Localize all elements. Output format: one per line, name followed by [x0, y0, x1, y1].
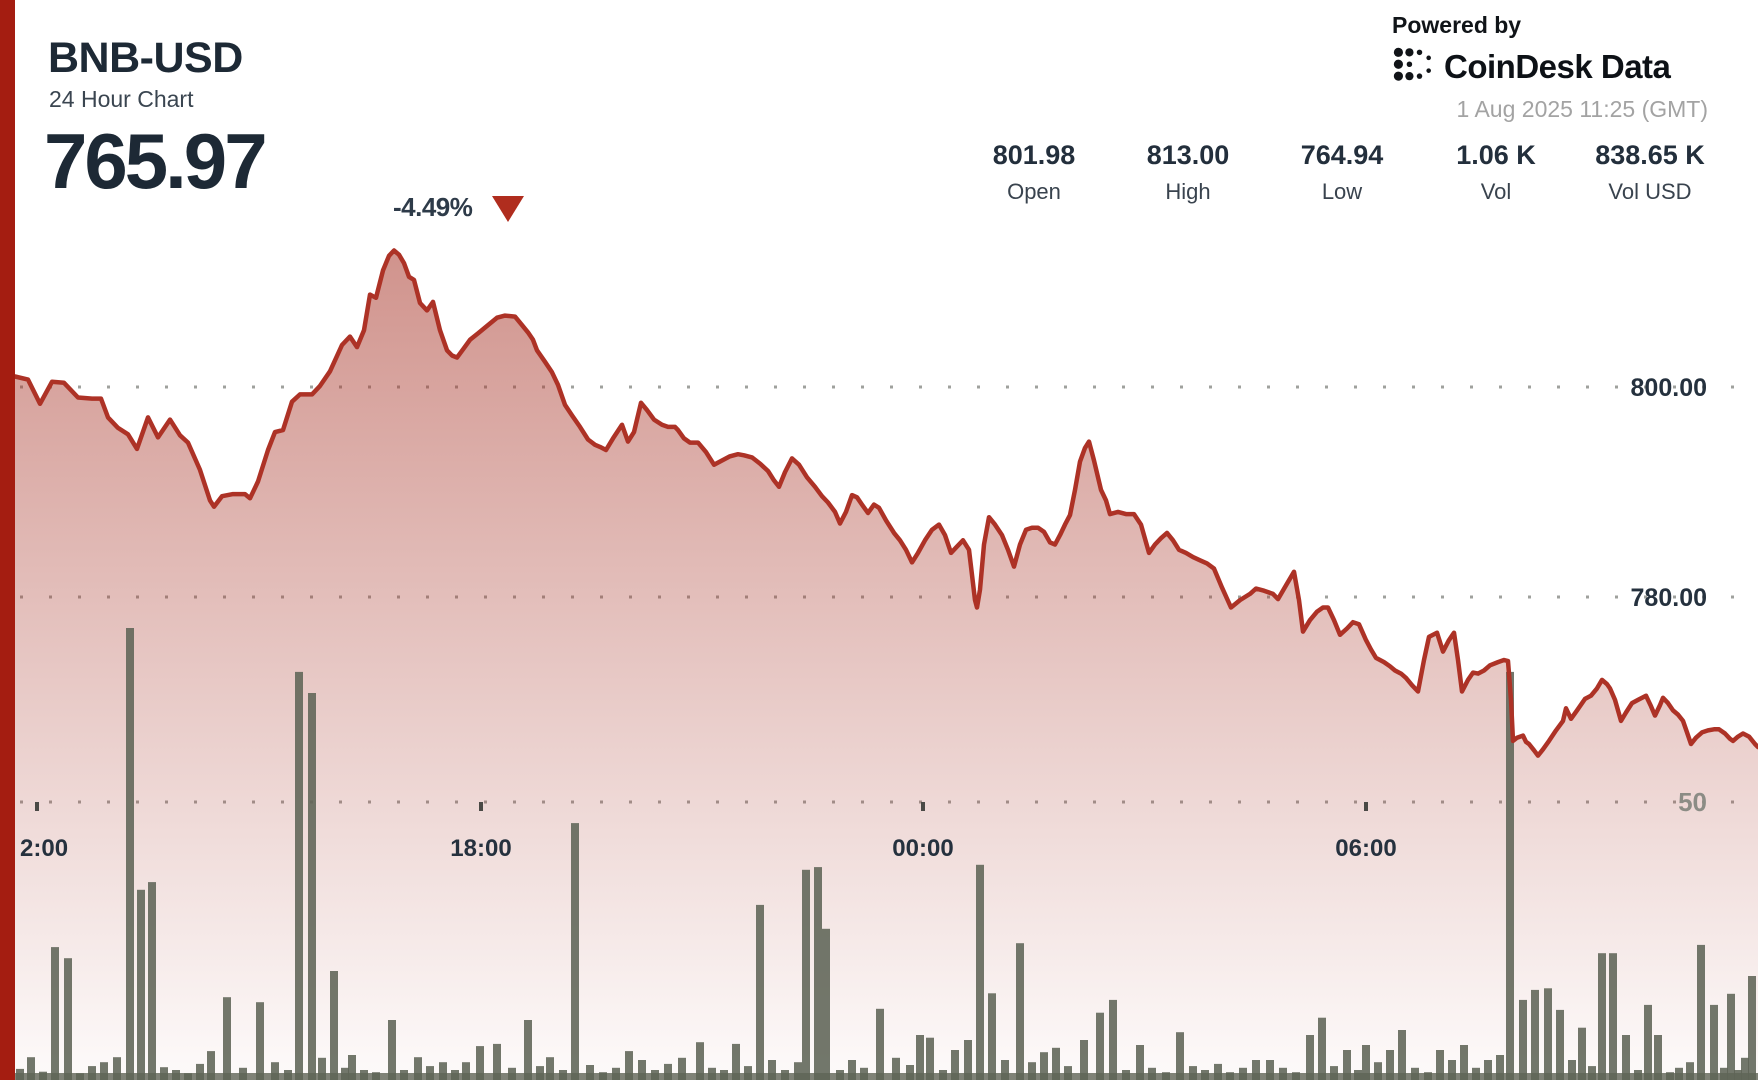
x-axis-time-label: 06:00: [1335, 835, 1396, 862]
stat-label: Low: [1321, 179, 1363, 204]
y-axis-price-label: 780.00: [1631, 584, 1707, 612]
ohlcv-stats-row: 801.98 Open 813.00 High 764.94 Low 1.06 …: [957, 140, 1727, 205]
x-axis-time-label: 2:00: [20, 835, 68, 862]
powered-by-label: Powered by: [1392, 12, 1522, 38]
y-axis-price-label: 800.00: [1631, 374, 1707, 402]
stat-volume-usd: 838.65 K Vol USD: [1573, 140, 1727, 205]
branding-block: Powered by CoinDesk Data 1 Aug 2025 11:2…: [1392, 12, 1708, 123]
stat-value: 801.98: [992, 140, 1076, 170]
stat-label: High: [1165, 179, 1211, 204]
stat-value: 838.65 K: [1595, 140, 1705, 170]
stat-label: Vol: [1480, 179, 1512, 204]
current-price: 765.97: [44, 117, 268, 205]
stat-label: Vol USD: [1608, 179, 1692, 204]
stat-value: 1.06 K: [1456, 140, 1536, 170]
left-accent-bar: [0, 0, 15, 1080]
stat-low: 764.94 Low: [1265, 140, 1419, 205]
coindesk-logo-text: CoinDesk Data: [1444, 48, 1671, 85]
stat-value: 764.94: [1300, 140, 1384, 170]
stat-value: 813.00: [1146, 140, 1230, 170]
stat-open: 801.98 Open: [957, 140, 1111, 205]
coindesk-logo-icon: [1393, 47, 1431, 81]
chart-subtitle: 24 Hour Chart: [49, 86, 194, 112]
x-axis-time-label: 00:00: [892, 835, 953, 862]
down-arrow-icon: [492, 196, 524, 222]
page-title: BNB-USD: [48, 34, 243, 82]
chart-timestamp: 1 Aug 2025 11:25 (GMT): [1456, 96, 1708, 122]
y-axis-volume-label: 50: [1678, 787, 1707, 817]
stat-label: Open: [1007, 179, 1061, 204]
stat-high: 813.00 High: [1111, 140, 1265, 205]
stat-volume: 1.06 K Vol: [1419, 140, 1573, 205]
coindesk-logo-link[interactable]: CoinDesk Data: [1392, 45, 1708, 89]
x-axis-time-label: 18:00: [450, 835, 511, 862]
price-change-percent: -4.49%: [393, 192, 473, 222]
